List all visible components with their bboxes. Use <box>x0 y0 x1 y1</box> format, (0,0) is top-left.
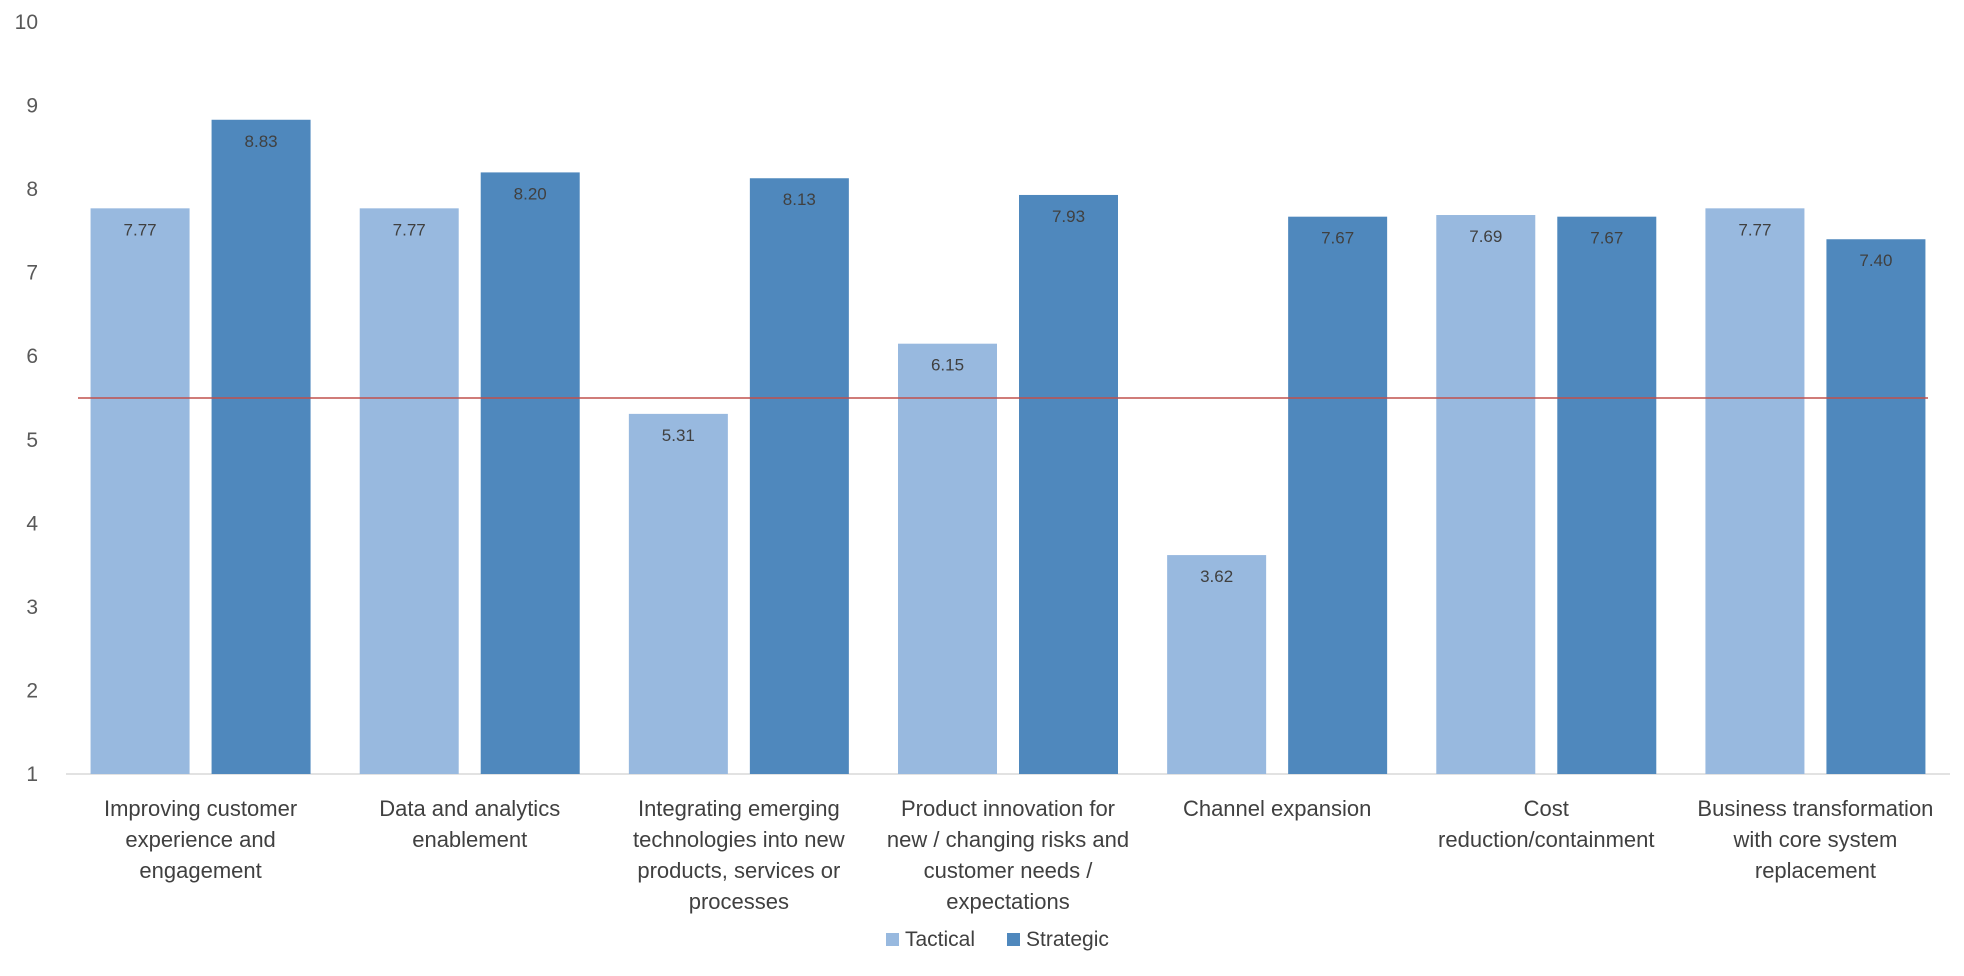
y-tick-label: 5 <box>26 429 38 452</box>
bar-tactical <box>90 208 190 775</box>
legend-swatch <box>886 933 899 946</box>
legend-label: Strategic <box>1026 928 1109 951</box>
bar-tactical <box>359 208 459 775</box>
legend-label: Tactical <box>905 928 975 951</box>
bar-tactical <box>628 413 728 774</box>
data-label: 7.69 <box>1469 227 1502 246</box>
data-label: 3.62 <box>1200 567 1233 586</box>
y-tick-label: 9 <box>26 95 38 118</box>
data-label: 7.67 <box>1321 229 1354 248</box>
category-label: Cost reduction/containment <box>1438 796 1654 852</box>
legend-swatch <box>1007 933 1020 946</box>
category-label: Channel expansion <box>1183 796 1371 821</box>
legend-item-tactical: Tactical <box>886 928 975 951</box>
y-tick-label: 7 <box>26 262 38 285</box>
data-label: 7.67 <box>1590 229 1623 248</box>
category-label: Data and analytics enablement <box>379 796 560 852</box>
data-label: 8.20 <box>514 184 547 203</box>
legend: Tactical Strategic <box>886 928 1109 951</box>
y-tick-label: 4 <box>26 512 38 535</box>
bar-strategic <box>1557 216 1657 774</box>
data-label: 8.83 <box>245 132 278 151</box>
bars-layer <box>90 119 1926 775</box>
category-label: Business transformation with core system r… <box>1697 796 1933 883</box>
y-tick-label: 6 <box>26 345 38 368</box>
bar-tactical <box>898 343 997 774</box>
data-label: 5.31 <box>662 426 695 445</box>
data-label: 6.15 <box>931 356 964 375</box>
bar-tactical <box>1705 208 1805 775</box>
bar-strategic <box>211 119 311 774</box>
y-tick-label: 8 <box>26 178 38 201</box>
bar-strategic <box>1288 216 1388 774</box>
data-label: 7.77 <box>393 220 426 239</box>
y-tick-label: 1 <box>26 763 38 786</box>
bar-strategic <box>749 178 849 774</box>
data-label: 7.77 <box>1738 220 1771 239</box>
bar-strategic <box>480 172 580 774</box>
y-tick-label: 10 <box>15 11 38 34</box>
bar-tactical <box>1436 215 1536 775</box>
category-label: Product innovation for new / changing ris… <box>887 796 1129 914</box>
data-label: 7.93 <box>1052 207 1085 226</box>
bar-strategic <box>1019 194 1118 774</box>
category-label: Improving customer experience and engageme… <box>104 796 297 883</box>
labels-layer: 7.77 8.83 Improving customer experience and… <box>104 132 1933 914</box>
y-tick-label: 3 <box>26 596 38 619</box>
data-label: 7.40 <box>1859 251 1892 270</box>
data-label: 8.13 <box>783 190 816 209</box>
bar-tactical <box>1167 555 1267 774</box>
bar-strategic <box>1826 239 1926 774</box>
y-tick-label: 2 <box>26 679 38 702</box>
data-label: 7.77 <box>124 220 157 239</box>
category-label: Integrating emerging technologies into ne… <box>633 796 845 914</box>
legend-item-strategic: Strategic <box>1007 928 1109 951</box>
